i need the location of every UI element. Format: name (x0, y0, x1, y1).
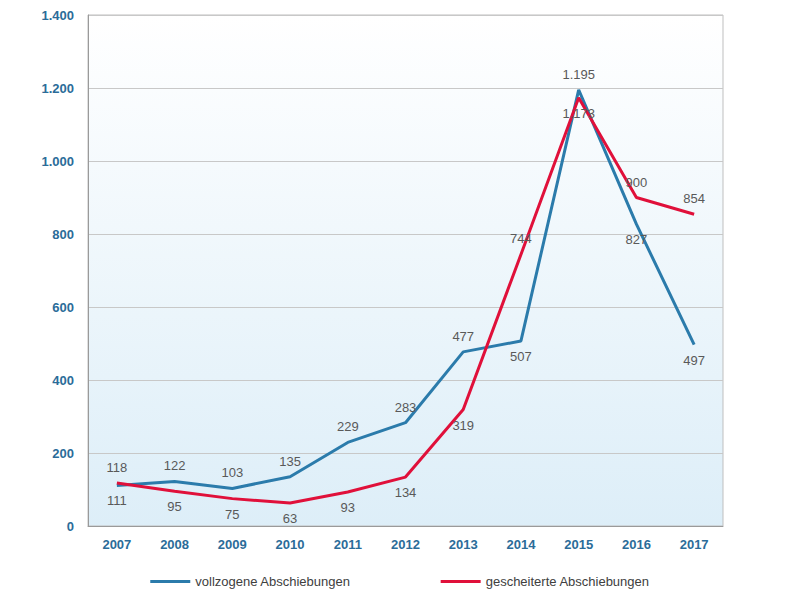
svg-text:vollzogene Abschiebungen: vollzogene Abschiebungen (195, 574, 350, 589)
svg-text:827: 827 (626, 232, 648, 247)
svg-text:2011: 2011 (334, 537, 362, 552)
svg-text:63: 63 (283, 511, 297, 526)
svg-text:600: 600 (52, 300, 74, 315)
svg-text:93: 93 (341, 500, 355, 515)
svg-text:1.173: 1.173 (562, 106, 595, 121)
svg-text:134: 134 (395, 485, 417, 500)
svg-text:1.195: 1.195 (562, 67, 595, 82)
svg-text:111: 111 (107, 493, 127, 508)
svg-text:854: 854 (683, 191, 705, 206)
svg-text:200: 200 (52, 446, 74, 461)
svg-text:744: 744 (510, 231, 532, 246)
svg-text:229: 229 (337, 419, 359, 434)
svg-text:gescheiterte Abschiebungen: gescheiterte Abschiebungen (486, 574, 649, 589)
svg-text:2017: 2017 (680, 537, 709, 552)
svg-text:103: 103 (221, 465, 243, 480)
svg-text:2010: 2010 (276, 537, 305, 552)
svg-text:2015: 2015 (564, 537, 593, 552)
svg-text:122: 122 (164, 458, 186, 473)
svg-text:2007: 2007 (102, 537, 131, 552)
svg-text:2008: 2008 (160, 537, 189, 552)
svg-text:2012: 2012 (391, 537, 420, 552)
svg-text:2009: 2009 (218, 537, 247, 552)
svg-text:2013: 2013 (449, 537, 478, 552)
svg-text:2014: 2014 (506, 537, 536, 552)
svg-text:95: 95 (167, 499, 181, 514)
svg-text:477: 477 (452, 329, 474, 344)
svg-text:0: 0 (67, 519, 74, 534)
svg-text:507: 507 (510, 349, 532, 364)
svg-text:400: 400 (52, 373, 74, 388)
svg-text:497: 497 (683, 353, 705, 368)
svg-text:135: 135 (279, 454, 301, 469)
svg-text:1.000: 1.000 (41, 154, 74, 169)
svg-text:1.200: 1.200 (41, 81, 74, 96)
svg-text:900: 900 (626, 175, 648, 190)
svg-text:800: 800 (52, 227, 74, 242)
svg-text:2016: 2016 (622, 537, 651, 552)
svg-text:319: 319 (452, 418, 474, 433)
svg-text:118: 118 (106, 460, 127, 475)
svg-text:75: 75 (225, 507, 239, 522)
svg-text:1.400: 1.400 (41, 8, 74, 23)
svg-text:283: 283 (395, 400, 417, 415)
